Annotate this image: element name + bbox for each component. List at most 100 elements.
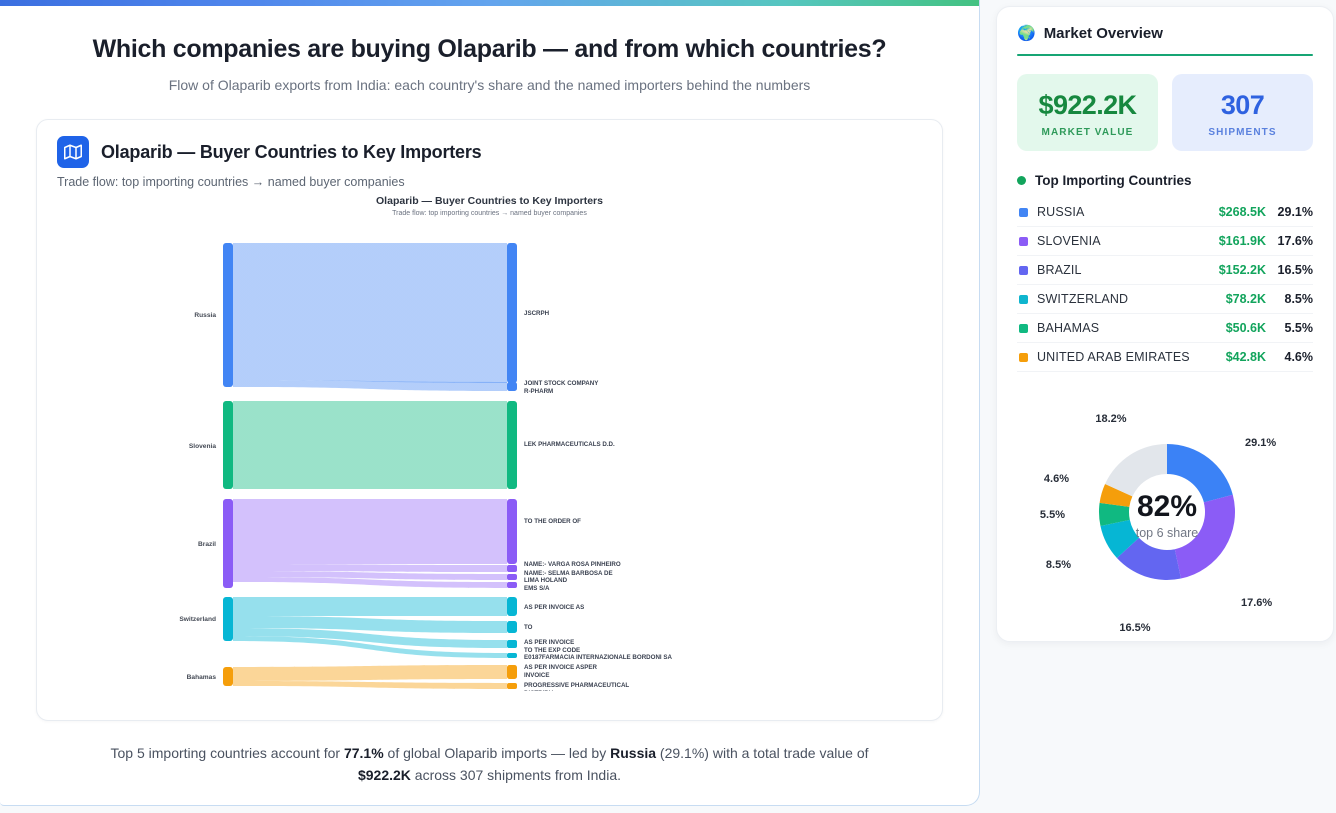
kpi-market-value-number: $922.2K <box>1038 90 1137 120</box>
sankey-target-label-12a: PROGRESSIVE PHARMACEUTICAL <box>524 682 629 689</box>
top-countries-heading-text: Top Importing Countries <box>1035 173 1192 188</box>
donut-center-value: 82% <box>1137 490 1197 523</box>
donut-slices <box>1098 444 1236 581</box>
sidebar-title: Market Overview <box>1043 25 1163 42</box>
color-swatch-icon <box>1019 352 1028 362</box>
country-value: $152.2K <box>1218 263 1266 277</box>
section-dot-icon <box>1017 176 1026 185</box>
donut-label-6: 18.2% <box>1095 413 1126 425</box>
list-item[interactable]: BRAZIL $152.2K 16.5% <box>1017 256 1313 285</box>
country-percent: 29.1% <box>1277 205 1313 219</box>
country-percent: 4.6% <box>1284 350 1314 364</box>
country-value: $50.6K <box>1225 321 1266 335</box>
kpi-shipments-number: 307 <box>1220 90 1265 120</box>
donut-center-label: top 6 share <box>1136 526 1199 540</box>
country-name: SLOVENIA <box>1037 234 1101 248</box>
kpi-market-value: $922.2K MARKET VALUE <box>1017 74 1158 151</box>
country-name: UNITED ARAB EMIRATES <box>1037 350 1190 364</box>
sankey-inner-subtitle: Trade flow: top importing countries → na… <box>392 210 587 218</box>
country-percent: 17.6% <box>1277 234 1313 248</box>
chart-card-header: Olaparib — Buyer Countries to Key Import… <box>57 136 922 169</box>
kpi-shipments-label: SHIPMENTS <box>1208 127 1277 138</box>
sankey-source-label-slovenia: Slovenia <box>188 443 215 450</box>
list-item[interactable]: UNITED ARAB EMIRATES $42.8K 4.6% <box>1017 343 1313 372</box>
sankey-target-label-1b: R-PHARM <box>524 388 553 395</box>
sankey-target-label-11a: AS PER INVOICE ASPER <box>524 664 598 671</box>
color-swatch-icon <box>1019 236 1028 246</box>
country-name: SWITZERLAND <box>1037 292 1129 306</box>
country-name: RUSSIA <box>1037 205 1085 219</box>
footer-part-1: Top 5 importing countries account for <box>110 745 344 762</box>
color-swatch-icon <box>1019 207 1028 217</box>
page-title: Which companies are buying Olaparib — an… <box>92 35 887 63</box>
country-value: $161.9K <box>1218 234 1266 248</box>
country-list: RUSSIA $268.5K 29.1% SLOVENIA $161.9K 17… <box>1017 198 1313 372</box>
donut-label-1: 17.6% <box>1241 597 1272 609</box>
list-item[interactable]: SLOVENIA $161.9K 17.6% <box>1017 227 1313 256</box>
sankey-target-label-9: AS PER INVOICE <box>524 639 574 646</box>
sankey-target-label-8: TO <box>524 624 533 631</box>
sankey-target-nodes[interactable] <box>506 243 517 690</box>
country-name: BAHAMAS <box>1037 321 1100 335</box>
top-countries-heading: Top Importing Countries <box>1017 173 1313 188</box>
main-content-panel: Which companies are buying Olaparib — an… <box>0 0 980 806</box>
kpi-shipments: 307 SHIPMENTS <box>1172 74 1313 151</box>
globe-icon: 🌍 <box>1017 25 1036 42</box>
color-swatch-icon <box>1019 323 1028 333</box>
sankey-target-label-12b: DISTRIBU <box>524 690 554 691</box>
page-subtitle: Flow of Olaparib exports from India: eac… <box>168 77 811 94</box>
sankey-target-label-5b: LIMA HOLAND <box>524 577 568 584</box>
footer-summary: Top 5 importing countries account for 77… <box>86 743 893 786</box>
sankey-target-label-11b: INVOICE <box>524 672 549 679</box>
footer-part-4: across 307 shipments from India. <box>410 766 622 783</box>
footer-bold-country: Russia <box>610 745 657 762</box>
sankey-links <box>232 243 507 690</box>
sankey-diagram[interactable]: Russia Slovenia Brazil Switzerland Baham… <box>170 221 810 691</box>
list-item[interactable]: RUSSIA $268.5K 29.1% <box>1017 198 1313 227</box>
kpi-market-value-label: MARKET VALUE <box>1041 127 1134 138</box>
list-item[interactable]: BAHAMAS $50.6K 5.5% <box>1017 314 1313 343</box>
footer-part-2: of global Olaparib imports — led by <box>383 745 611 762</box>
donut-label-4: 5.5% <box>1040 509 1065 521</box>
hero-section: Which companies are buying Olaparib — an… <box>0 0 979 93</box>
sankey-target-label-6: EMS S/A <box>524 585 550 592</box>
sankey-target-label-10b: E0187FARMACIA INTERNAZIONALE BORDONI SA <box>524 654 672 661</box>
sankey-chart-card: Olaparib — Buyer Countries to Key Import… <box>36 119 943 722</box>
sankey-target-label-5a: NAME:- SELMA BARBOSA DE <box>524 570 613 577</box>
top-accent-bar <box>0 0 979 6</box>
sankey-container: Olaparib — Buyer Countries to Key Import… <box>57 195 922 691</box>
sankey-target-labels: JSCRPH JOINT STOCK COMPANY R-PHARM LEK P… <box>524 310 672 691</box>
share-donut-chart[interactable]: 82% top 6 share 29.1% 17.6% 16.5% 8.5% 5… <box>1017 388 1317 636</box>
sankey-source-label-switzerland: Switzerland <box>179 616 216 623</box>
sankey-source-label-russia: Russia <box>194 312 216 319</box>
chart-card-title: Olaparib — Buyer Countries to Key Import… <box>101 141 482 162</box>
sankey-target-label-10a: TO THE EXP CODE <box>524 647 580 654</box>
sidebar-divider <box>1017 54 1313 56</box>
country-percent: 5.5% <box>1284 321 1314 335</box>
footer-part-3: (29.1%) with a total trade value of <box>656 745 869 762</box>
sankey-source-label-brazil: Brazil <box>198 541 216 548</box>
donut-label-2: 16.5% <box>1119 622 1150 634</box>
sankey-inner-title: Olaparib — Buyer Countries to Key Import… <box>376 195 603 208</box>
country-percent: 16.5% <box>1277 263 1313 277</box>
sankey-target-label-7: AS PER INVOICE AS <box>524 604 584 611</box>
country-value: $42.8K <box>1225 350 1266 364</box>
sankey-source-nodes[interactable]: Russia Slovenia Brazil Switzerland Baham… <box>179 243 233 687</box>
sankey-target-label-2: LEK PHARMACEUTICALS D.D. <box>524 441 615 448</box>
country-percent: 8.5% <box>1284 292 1314 306</box>
kpi-row: $922.2K MARKET VALUE 307 SHIPMENTS <box>1017 74 1313 151</box>
sankey-target-label-3: TO THE ORDER OF <box>524 518 581 525</box>
sankey-source-label-bahamas: Bahamas <box>186 674 216 681</box>
color-swatch-icon <box>1019 294 1028 304</box>
sankey-target-label-1a: JOINT STOCK COMPANY <box>524 380 599 387</box>
donut-label-5: 4.6% <box>1044 473 1069 485</box>
market-overview-panel: 🌍 Market Overview $922.2K MARKET VALUE 3… <box>996 6 1334 642</box>
list-item[interactable]: SWITZERLAND $78.2K 8.5% <box>1017 285 1313 314</box>
donut-chart-container: 82% top 6 share 29.1% 17.6% 16.5% 8.5% 5… <box>1017 388 1313 638</box>
donut-label-3: 8.5% <box>1046 559 1071 571</box>
country-value: $78.2K <box>1225 292 1266 306</box>
color-swatch-icon <box>1019 265 1028 275</box>
country-name: BRAZIL <box>1037 263 1082 277</box>
country-value: $268.5K <box>1218 205 1266 219</box>
